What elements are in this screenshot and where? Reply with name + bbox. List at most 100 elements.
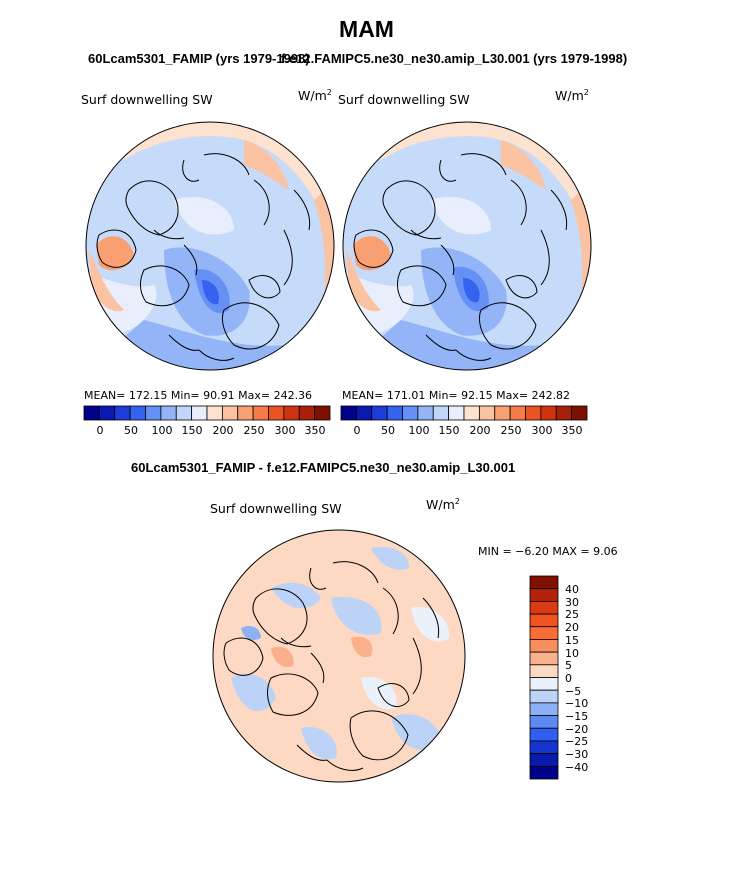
colorbar-swatch	[540, 405, 557, 421]
map-diff	[212, 529, 466, 783]
colorbar-swatch	[529, 753, 559, 767]
colorbar-left-ticks: 0 50 100 150 200 250 300 350	[84, 424, 330, 440]
colorbar-tick: 0	[353, 424, 361, 437]
colorbar-tick: 250	[500, 424, 522, 437]
panel-left-stats: MEAN= 172.15 Min= 90.91 Max= 242.36	[84, 389, 313, 402]
colorbar-swatch	[160, 405, 177, 421]
colorbar-swatch	[340, 405, 357, 421]
colorbar-swatch	[529, 727, 559, 742]
colorbar-swatch	[237, 405, 254, 421]
colorbar-tick: 100	[408, 424, 430, 437]
colorbar-swatch	[529, 639, 559, 653]
panel-right-stats: MEAN= 171.01 Min= 92.15 Max= 242.82	[342, 389, 571, 402]
colorbar-swatch	[98, 405, 116, 421]
colorbar-swatch	[371, 405, 388, 421]
panel-left-subtitle: 60Lcam5301_FAMIP (yrs 1979-1998)	[88, 51, 310, 66]
colorbar-swatch	[145, 405, 162, 421]
colorbar-swatch	[529, 677, 559, 691]
diff-unit-label: W/m2	[426, 497, 460, 513]
map-right	[342, 121, 592, 371]
colorbar-swatch	[529, 613, 559, 628]
colorbar-swatch	[252, 405, 269, 421]
colorbar-label: 25	[565, 608, 579, 622]
colorbar-tick: 50	[124, 424, 138, 437]
colorbar-label: 30	[565, 595, 579, 609]
colorbar-swatch	[494, 405, 511, 421]
panel-left-unit-label: W/m2	[298, 88, 332, 104]
colorbar-swatch	[355, 405, 373, 421]
colorbar-label: −20	[565, 722, 589, 736]
colorbar-swatch	[175, 405, 193, 421]
colorbar-tick: 100	[151, 424, 173, 437]
colorbar-label: 0	[565, 671, 572, 685]
panel-right-unit-label: W/m2	[555, 88, 589, 104]
panel-left-variable-label: Surf downwelling SW	[81, 92, 213, 107]
colorbar-swatch	[298, 405, 316, 421]
colorbar-swatch	[283, 405, 300, 421]
colorbar-swatch	[206, 405, 223, 421]
diff-subtitle: 60Lcam5301_FAMIP - f.e12.FAMIPC5.ne30_ne…	[131, 460, 516, 475]
colorbar-tick: 50	[381, 424, 395, 437]
colorbar-swatch	[529, 765, 559, 780]
colorbar-swatch	[114, 405, 131, 421]
panel-right-variable-label: Surf downwelling SW	[338, 92, 470, 107]
colorbar-tick: 150	[181, 424, 203, 437]
colorbar-swatch	[529, 689, 559, 704]
colorbar-swatch	[555, 405, 573, 421]
colorbar-tick: 150	[438, 424, 460, 437]
colorbar-label: 10	[565, 646, 579, 660]
colorbar-tick: 350	[561, 424, 583, 437]
colorbar-swatch	[402, 405, 419, 421]
colorbar-label: −40	[565, 760, 589, 774]
diff-stats: MIN = −6.20 MAX = 9.06	[478, 545, 618, 558]
colorbar-swatch	[529, 664, 559, 678]
colorbar-swatch	[448, 405, 465, 421]
colorbar-swatch	[463, 405, 480, 421]
colorbar-right	[340, 405, 588, 421]
figure-title: MAM	[339, 16, 394, 42]
colorbar-swatch	[529, 651, 559, 666]
colorbar-tick: 0	[96, 424, 104, 437]
colorbar-swatch	[571, 405, 588, 421]
colorbar-swatch	[529, 702, 559, 716]
colorbar-tick: 250	[243, 424, 265, 437]
colorbar-swatch	[221, 405, 239, 421]
colorbar-swatch	[529, 740, 559, 755]
colorbar-left	[83, 405, 331, 421]
colorbar-tick: 300	[531, 424, 553, 437]
colorbar-label: 15	[565, 633, 579, 647]
colorbar-right-ticks: 0 50 100 150 200 250 300 350	[341, 424, 587, 440]
colorbar-swatch	[529, 575, 559, 590]
colorbar-swatch	[129, 405, 146, 421]
colorbar-label: −25	[565, 735, 589, 749]
colorbar-label: 20	[565, 621, 579, 635]
colorbar-swatch	[417, 405, 434, 421]
colorbar-tick: 300	[274, 424, 296, 437]
colorbar-swatch	[529, 588, 559, 602]
diff-variable-label: Surf downwelling SW	[210, 501, 342, 516]
colorbar-diff	[529, 575, 559, 780]
colorbar-swatch	[432, 405, 450, 421]
colorbar-swatch	[268, 405, 285, 421]
colorbar-tick: 350	[304, 424, 326, 437]
colorbar-swatch	[314, 405, 331, 421]
colorbar-swatch	[525, 405, 542, 421]
colorbar-tick: 200	[212, 424, 234, 437]
colorbar-tick: 200	[469, 424, 491, 437]
colorbar-label: −15	[565, 710, 589, 723]
colorbar-label: −5	[565, 684, 582, 698]
colorbar-label: −30	[565, 748, 589, 762]
map-left	[85, 121, 335, 371]
colorbar-swatch	[83, 405, 100, 421]
colorbar-swatch	[509, 405, 526, 421]
colorbar-label: 5	[565, 659, 572, 673]
colorbar-swatch	[529, 626, 559, 640]
colorbar-swatch	[529, 715, 559, 729]
colorbar-swatch	[191, 405, 208, 421]
colorbar-label: 40	[565, 583, 579, 596]
colorbar-swatch	[478, 405, 496, 421]
colorbar-swatch	[529, 600, 559, 615]
colorbar-label: −10	[565, 697, 589, 711]
colorbar-swatch	[386, 405, 403, 421]
panel-right-subtitle: f.e12.FAMIPC5.ne30_ne30.amip_L30.001 (yr…	[281, 51, 628, 66]
